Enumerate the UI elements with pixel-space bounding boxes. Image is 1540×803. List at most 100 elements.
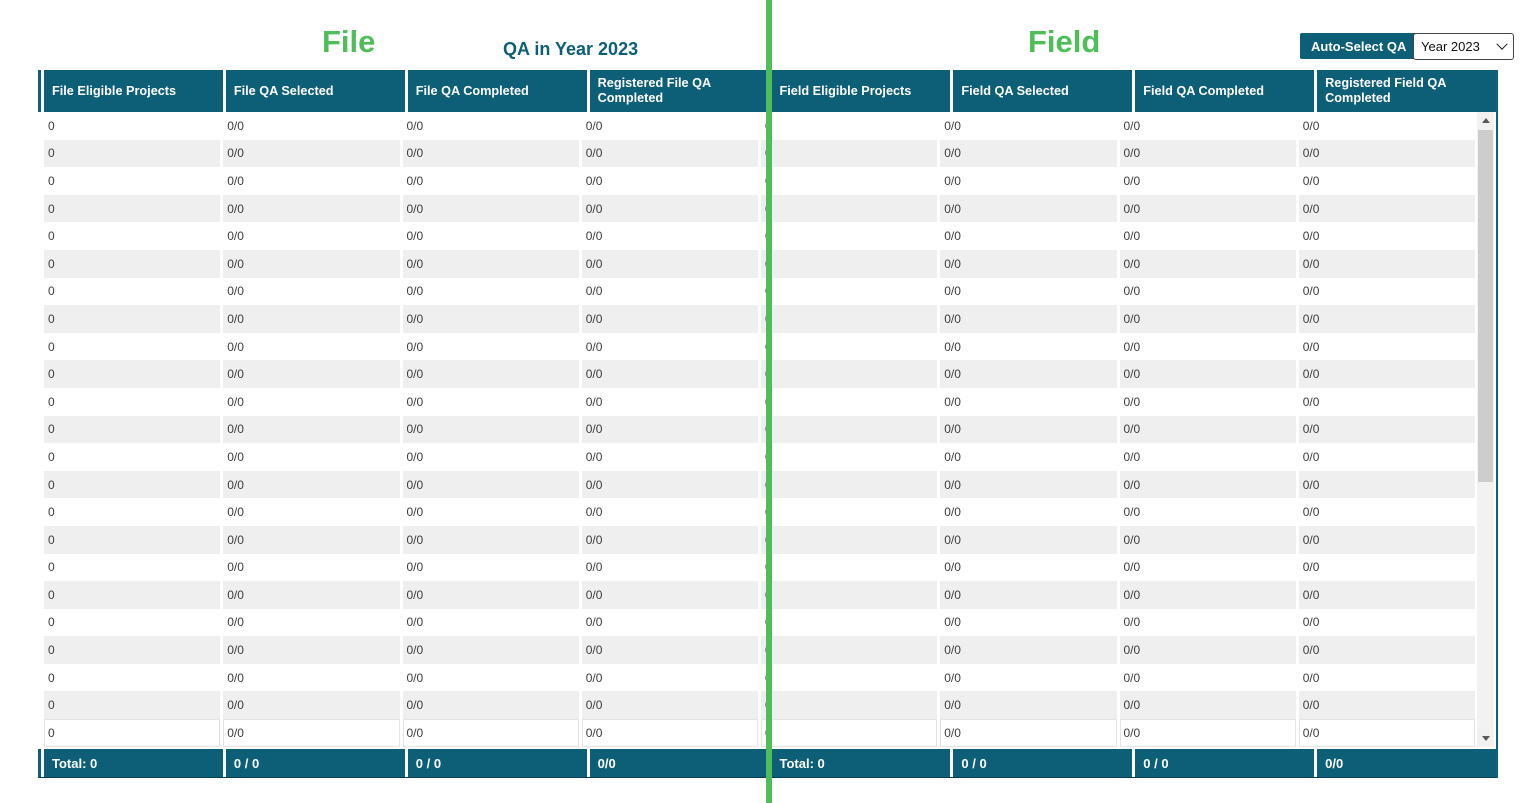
- table-cell: 0/0: [1298, 498, 1475, 526]
- table-row[interactable]: 00/00/00/000/00/00/0: [44, 581, 1475, 609]
- table-cell: 0/0: [223, 415, 400, 444]
- footer-cell: 0/0: [1317, 749, 1496, 777]
- table-cell: 0/0: [402, 305, 579, 333]
- table-cell: 0/0: [402, 194, 579, 223]
- table-cell: 0/0: [1119, 470, 1296, 499]
- table-cell: 0/0: [581, 277, 758, 306]
- table-cell: 0/0: [402, 112, 579, 140]
- table-cell: 0/0: [940, 608, 1117, 637]
- table-cell: 0/0: [223, 470, 400, 499]
- table-row[interactable]: 00/00/00/000/00/00/0: [44, 525, 1475, 554]
- table-row[interactable]: 00/00/00/000/00/00/0: [44, 139, 1475, 168]
- table-cell: 0/0: [223, 719, 400, 747]
- table-cell: 0: [761, 525, 938, 554]
- table-cell: 0/0: [1298, 167, 1475, 195]
- table-cell: 0/0: [940, 222, 1117, 250]
- table-cell: 0/0: [940, 470, 1117, 499]
- table-cell: 0/0: [581, 387, 758, 416]
- table-cell: 0/0: [223, 581, 400, 609]
- table-cell: 0: [761, 498, 938, 526]
- table-cell: 0/0: [1298, 332, 1475, 361]
- table-cell: 0/0: [1298, 415, 1475, 444]
- table-cell: 0/0: [581, 525, 758, 554]
- year-select[interactable]: Year 2023: [1413, 33, 1514, 60]
- auto-select-qa-button[interactable]: Auto-Select QA: [1300, 33, 1418, 59]
- arrow-down-icon: [1481, 736, 1490, 741]
- scroll-up-button[interactable]: [1477, 112, 1494, 129]
- table-cell: 0/0: [402, 332, 579, 361]
- footer-cell: 0 / 0: [407, 749, 587, 777]
- table-cell: 0/0: [940, 332, 1117, 361]
- table-cell: 0/0: [940, 553, 1117, 582]
- table-row[interactable]: 00/00/00/000/00/00/0: [44, 360, 1475, 388]
- table-row[interactable]: 00/00/00/000/00/00/0: [44, 691, 1475, 720]
- table-cell: 0/0: [1119, 249, 1296, 278]
- table-cell: 0/0: [402, 719, 579, 747]
- table-cell: 0/0: [1298, 249, 1475, 278]
- table-cell: 0/0: [581, 112, 758, 140]
- table-cell: 0: [761, 581, 938, 609]
- table-row[interactable]: 00/00/00/000/00/00/0: [44, 222, 1475, 250]
- table-cell: 0/0: [1298, 525, 1475, 554]
- table-row[interactable]: 00/00/00/000/00/00/0: [44, 608, 1475, 637]
- table-cell: 0: [44, 112, 221, 140]
- table-row[interactable]: 00/00/00/000/00/00/0: [44, 470, 1475, 499]
- table-cell: 0: [44, 360, 221, 388]
- column-header: Field QA Selected: [953, 70, 1133, 112]
- table-row[interactable]: 00/00/00/000/00/00/0: [44, 112, 1475, 140]
- table-cell: 0/0: [581, 553, 758, 582]
- scrollbar-thumb[interactable]: [1478, 130, 1493, 482]
- scroll-down-button[interactable]: [1477, 730, 1494, 747]
- table-cell: 0: [44, 719, 221, 747]
- table-row[interactable]: 00/00/00/000/00/00/0: [44, 332, 1475, 361]
- table-row[interactable]: 00/00/00/000/00/00/0: [44, 387, 1475, 416]
- table-cell: 0/0: [1119, 387, 1296, 416]
- table-cell: 0/0: [940, 387, 1117, 416]
- table-cell: 0: [44, 139, 221, 168]
- table-cell: 0/0: [1119, 139, 1296, 168]
- table-cell: 0: [44, 249, 221, 278]
- table-cell: 0/0: [581, 663, 758, 692]
- table-row[interactable]: 00/00/00/000/00/00/0: [44, 249, 1475, 278]
- table-cell: 0/0: [1298, 387, 1475, 416]
- table-cell: 0/0: [1119, 112, 1296, 140]
- column-header: File QA Completed: [407, 70, 587, 112]
- table-row[interactable]: 00/00/00/000/00/00/0: [44, 553, 1475, 582]
- vertical-scrollbar[interactable]: [1477, 112, 1494, 747]
- table-row[interactable]: 00/00/00/000/00/00/0: [44, 719, 1475, 747]
- table-row[interactable]: 00/00/00/000/00/00/0: [44, 663, 1475, 692]
- table-row[interactable]: 00/00/00/000/00/00/0: [44, 415, 1475, 444]
- table-cell: 0/0: [402, 663, 579, 692]
- table-row[interactable]: 00/00/00/000/00/00/0: [44, 498, 1475, 526]
- table-cell: 0: [44, 663, 221, 692]
- column-header: Field Eligible Projects: [771, 70, 951, 112]
- table-cell: 0/0: [1119, 636, 1296, 664]
- table-cell: 0/0: [402, 277, 579, 306]
- table-row[interactable]: 00/00/00/000/00/00/0: [44, 305, 1475, 333]
- table-cell: 0/0: [940, 415, 1117, 444]
- table-cell: 0: [761, 194, 938, 223]
- table-row[interactable]: 00/00/00/000/00/00/0: [44, 636, 1475, 664]
- table-cell: 0/0: [1298, 139, 1475, 168]
- table-cell: 0/0: [1119, 663, 1296, 692]
- table-cell: 0/0: [223, 691, 400, 720]
- table-cell: 0/0: [223, 332, 400, 361]
- table-cell: 0/0: [581, 139, 758, 168]
- table-cell: 0/0: [402, 443, 579, 471]
- table-cell: 0/0: [223, 387, 400, 416]
- table-cell: 0/0: [581, 470, 758, 499]
- table-row[interactable]: 00/00/00/000/00/00/0: [44, 167, 1475, 195]
- table-cell: 0/0: [940, 581, 1117, 609]
- table-cell: 0/0: [581, 636, 758, 664]
- table-row[interactable]: 00/00/00/000/00/00/0: [44, 194, 1475, 223]
- table-cell: 0/0: [402, 636, 579, 664]
- table-cell: 0/0: [1298, 608, 1475, 637]
- table-cell: 0/0: [940, 360, 1117, 388]
- table-row[interactable]: 00/00/00/000/00/00/0: [44, 443, 1475, 471]
- table-cell: 0/0: [402, 581, 579, 609]
- qa-summary-table: File Eligible Projects File QA Selected Fi…: [38, 70, 1498, 778]
- table-cell: 0: [761, 222, 938, 250]
- table-cell: 0/0: [402, 139, 579, 168]
- table-cell: 0/0: [223, 249, 400, 278]
- table-row[interactable]: 00/00/00/000/00/00/0: [44, 277, 1475, 306]
